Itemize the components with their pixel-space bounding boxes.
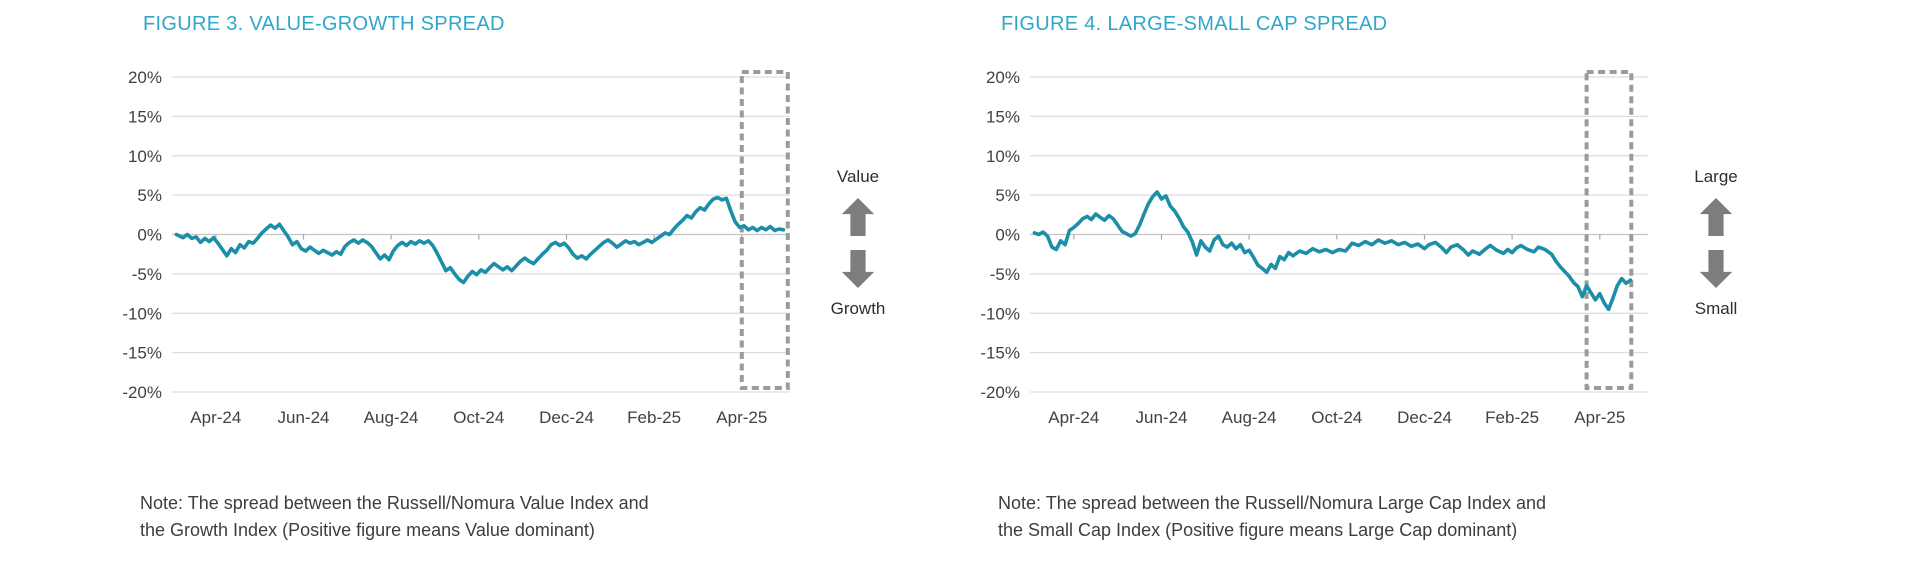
value-growth-direction-legend: Value Growth (810, 168, 906, 318)
figure3-note: Note: The spread between the Russell/Nom… (140, 490, 800, 544)
svg-text:5%: 5% (137, 186, 162, 205)
svg-text:Jun-24: Jun-24 (1136, 408, 1188, 427)
spread-line-series (1032, 190, 1633, 312)
recent-period-highlight-box (1584, 70, 1634, 390)
figure3-title: FIGURE 3. VALUE-GROWTH SPREAD (143, 13, 505, 35)
large-direction-label: Large (1694, 167, 1738, 186)
y-axis-labels: 20% 15% 10% 5% 0% -5% -10% -15% -20% (122, 68, 162, 402)
down-arrow-icon (1699, 250, 1733, 288)
value-direction-label: Value (836, 167, 880, 186)
svg-text:-5%: -5% (990, 265, 1020, 284)
svg-text:Apr-25: Apr-25 (1574, 408, 1625, 427)
svg-text:0%: 0% (137, 226, 162, 245)
x-axis-ticks (1073, 234, 1601, 240)
svg-text:Feb-25: Feb-25 (627, 408, 681, 427)
down-arrow-icon (841, 250, 875, 288)
svg-text:Apr-24: Apr-24 (1048, 408, 1099, 427)
svg-text:Apr-24: Apr-24 (190, 408, 241, 427)
growth-direction-label: Growth (830, 299, 886, 318)
svg-text:-20%: -20% (122, 383, 162, 402)
svg-text:-10%: -10% (122, 304, 162, 323)
note-line-2: the Growth Index (Positive figure means … (140, 520, 595, 540)
svg-text:Jun-24: Jun-24 (278, 408, 330, 427)
svg-text:15%: 15% (128, 107, 162, 126)
up-arrow-icon (1699, 198, 1733, 236)
y-axis-labels: 20% 15% 10% 5% 0% -5% -10% -15% -20% (980, 68, 1020, 402)
up-arrow-icon (841, 198, 875, 236)
large-small-direction-legend: Large Small (1668, 168, 1764, 318)
x-axis-labels: Apr-24 Jun-24 Aug-24 Oct-24 Dec-24 Feb-25 Apr-… (1048, 408, 1625, 427)
svg-text:-15%: -15% (980, 344, 1020, 363)
svg-text:10%: 10% (128, 147, 162, 166)
svg-text:5%: 5% (995, 186, 1020, 205)
figure4-title: FIGURE 4. LARGE-SMALL CAP SPREAD (1001, 13, 1388, 35)
svg-text:Oct-24: Oct-24 (453, 408, 504, 427)
svg-text:0%: 0% (995, 226, 1020, 245)
svg-text:Dec-24: Dec-24 (1397, 408, 1452, 427)
svg-text:15%: 15% (986, 107, 1020, 126)
svg-text:Aug-24: Aug-24 (1222, 408, 1277, 427)
svg-text:20%: 20% (986, 68, 1020, 87)
svg-text:-15%: -15% (122, 344, 162, 363)
figure3-panel: FIGURE 3. VALUE-GROWTH SPREAD 20% 15% 10% 5… (0, 0, 910, 568)
svg-text:Dec-24: Dec-24 (539, 408, 594, 427)
svg-text:Feb-25: Feb-25 (1485, 408, 1539, 427)
svg-text:Apr-25: Apr-25 (716, 408, 767, 427)
svg-text:20%: 20% (128, 68, 162, 87)
value-growth-spread-chart: 20% 15% 10% 5% 0% -5% -10% -15% -20% Apr-24 Jun-24… (122, 68, 790, 427)
svg-text:-10%: -10% (980, 304, 1020, 323)
recent-period-highlight-box (739, 70, 790, 390)
figure4-panel: FIGURE 4. LARGE-SMALL CAP SPREAD 20% 15% 1… (858, 0, 1768, 568)
svg-text:-5%: -5% (132, 265, 162, 284)
note-line-1: Note: The spread between the Russell/Nom… (140, 493, 649, 513)
svg-text:Aug-24: Aug-24 (364, 408, 419, 427)
svg-text:10%: 10% (986, 147, 1020, 166)
note-line-2: the Small Cap Index (Positive figure mea… (998, 520, 1518, 540)
svg-text:-20%: -20% (980, 383, 1020, 402)
figure4-note: Note: The spread between the Russell/Nom… (998, 490, 1658, 544)
small-direction-label: Small (1694, 299, 1738, 318)
spread-line-series (174, 195, 786, 285)
y-gridlines (1030, 76, 1648, 393)
note-line-1: Note: The spread between the Russell/Nom… (998, 493, 1546, 513)
svg-text:Oct-24: Oct-24 (1311, 408, 1362, 427)
x-axis-labels: Apr-24 Jun-24 Aug-24 Oct-24 Dec-24 Feb-25 Apr-… (190, 408, 767, 427)
y-gridlines (172, 76, 790, 393)
large-small-cap-spread-chart: 20% 15% 10% 5% 0% -5% -10% -15% -20% Apr-24 Jun-24… (980, 68, 1648, 427)
